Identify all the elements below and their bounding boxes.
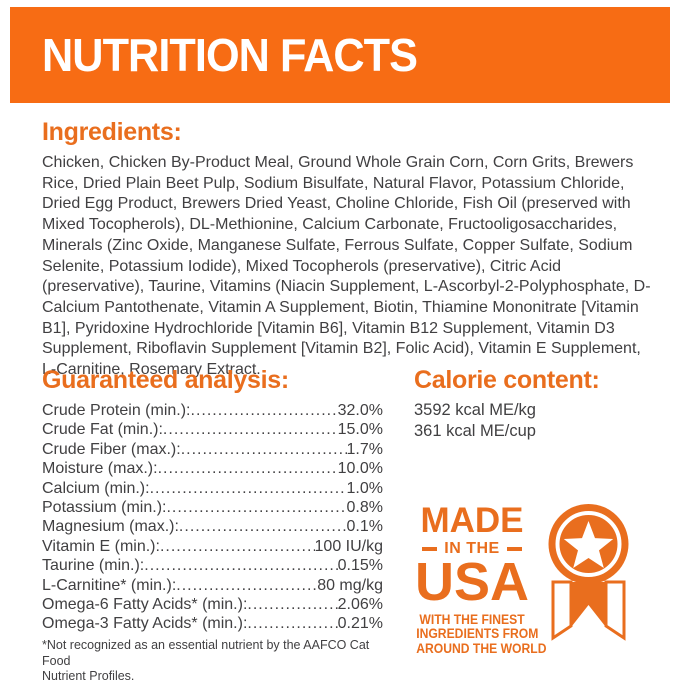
footnote-line: *Not recognized as an essential nutrient…	[42, 638, 370, 668]
analysis-value: 0.15%	[337, 557, 383, 575]
usa-tagline: WITH THE FINEST INGREDIENTS FROM AROUND …	[416, 611, 547, 657]
analysis-row: Taurine (min.): 0.15%	[42, 556, 383, 575]
analysis-label: Vitamin E (min.):	[42, 537, 160, 555]
header-band: NUTRITION FACTS	[10, 7, 670, 103]
calorie-content-values: 3592 kcal ME/kg 361 kcal ME/cup	[414, 400, 536, 442]
analysis-row: Crude Fiber (max.): 1.7%	[42, 440, 383, 459]
in-the-dash-left	[422, 547, 438, 552]
analysis-label: Omega-3 Fatty Acids* (min.):	[42, 615, 248, 633]
dot-leader	[160, 537, 315, 556]
analysis-value: 32.0%	[337, 402, 383, 419]
analysis-row: Omega-3 Fatty Acids* (min.): 0.21%	[42, 614, 383, 633]
analysis-label: Crude Protein (min.):	[42, 402, 191, 419]
dot-leader	[181, 440, 347, 459]
award-ribbon-star-icon	[548, 504, 629, 641]
dot-leader	[166, 498, 346, 517]
tagline-line: INGREDIENTS FROM	[416, 626, 539, 642]
analysis-value: 2.06%	[337, 595, 383, 613]
in-the-dash-right	[506, 547, 522, 552]
analysis-row: Magnesium (max.): 0.1%	[42, 517, 383, 536]
analysis-label: Potassium (min.):	[42, 498, 167, 516]
analysis-label: Crude Fiber (max.):	[42, 440, 181, 458]
analysis-value: 1.7%	[346, 440, 383, 458]
analysis-label: Taurine (min.):	[42, 557, 145, 575]
calorie-content-heading: Calorie content:	[414, 366, 600, 394]
analysis-row: Calcium (min.): 1.0%	[42, 479, 383, 498]
dot-leader	[163, 420, 338, 439]
analysis-label: Crude Fat (min.):	[42, 421, 163, 439]
guaranteed-analysis-heading: Guaranteed analysis:	[42, 366, 289, 394]
made-in-usa-badge: MADE IN THE USA WITH THE FINEST INGREDIE…	[410, 501, 650, 657]
analysis-row: Crude Fat (min.): 15.0%	[42, 420, 383, 439]
analysis-label: Moisture (max.):	[42, 460, 158, 478]
dot-leader	[191, 401, 338, 420]
tagline-line: WITH THE FINEST	[419, 611, 525, 627]
analysis-row: Vitamin E (min.): 100 IU/kg	[42, 537, 383, 556]
analysis-value: 0.21%	[337, 615, 383, 633]
analysis-row: Omega-6 Fatty Acids* (min.): 2.06%	[42, 595, 383, 614]
made-text: MADE	[420, 501, 524, 540]
dot-leader	[247, 614, 337, 633]
analysis-value: 15.0%	[337, 421, 383, 439]
analysis-row: Moisture (max.): 10.0%	[42, 459, 383, 478]
calorie-line-kg: 3592 kcal ME/kg	[414, 401, 536, 419]
analysis-row: Potassium (min.): 0.8%	[42, 498, 383, 517]
footnote-line: Nutrient Profiles.	[42, 669, 135, 683]
dot-leader	[158, 459, 338, 478]
in-the-text: IN THE	[410, 540, 534, 558]
tagline-line: AROUND THE WORLD	[416, 640, 547, 656]
in-the-label: IN THE	[444, 540, 500, 558]
analysis-value: 0.8%	[346, 498, 383, 516]
ingredients-heading: Ingredients:	[42, 118, 182, 146]
analysis-label: Magnesium (max.):	[42, 518, 179, 536]
ingredients-text: Chicken, Chicken By-Product Meal, Ground…	[42, 154, 651, 379]
analysis-row: L-Carnitine* (min.): 80 mg/kg	[42, 576, 383, 595]
dot-leader	[150, 479, 347, 498]
analysis-label: Omega-6 Fatty Acids* (min.):	[42, 595, 248, 613]
dot-leader	[179, 517, 347, 536]
analysis-value: 0.1%	[346, 518, 383, 536]
analysis-label: L-Carnitine* (min.):	[42, 576, 177, 594]
analysis-value: 100 IU/kg	[314, 537, 383, 555]
usa-text: USA	[414, 552, 529, 613]
calorie-line-cup: 361 kcal ME/cup	[414, 422, 536, 440]
guaranteed-analysis-table: Crude Protein (min.): 32.0% Crude Fat (mi…	[42, 401, 383, 634]
analysis-value: 10.0%	[337, 460, 383, 478]
analysis-label: Calcium (min.):	[42, 479, 150, 497]
dot-leader	[247, 595, 337, 614]
analysis-value: 1.0%	[346, 479, 383, 497]
analysis-row: Crude Protein (min.): 32.0%	[42, 401, 383, 420]
dot-leader	[176, 576, 317, 595]
analysis-value: 80 mg/kg	[317, 576, 383, 594]
page-title: NUTRITION FACTS	[42, 29, 418, 81]
made-in-usa-text: MADE IN THE USA WITH THE FINEST INGREDIE…	[410, 501, 547, 657]
footnote: *Not recognized as an essential nutrient…	[42, 638, 382, 685]
dot-leader	[144, 556, 337, 575]
